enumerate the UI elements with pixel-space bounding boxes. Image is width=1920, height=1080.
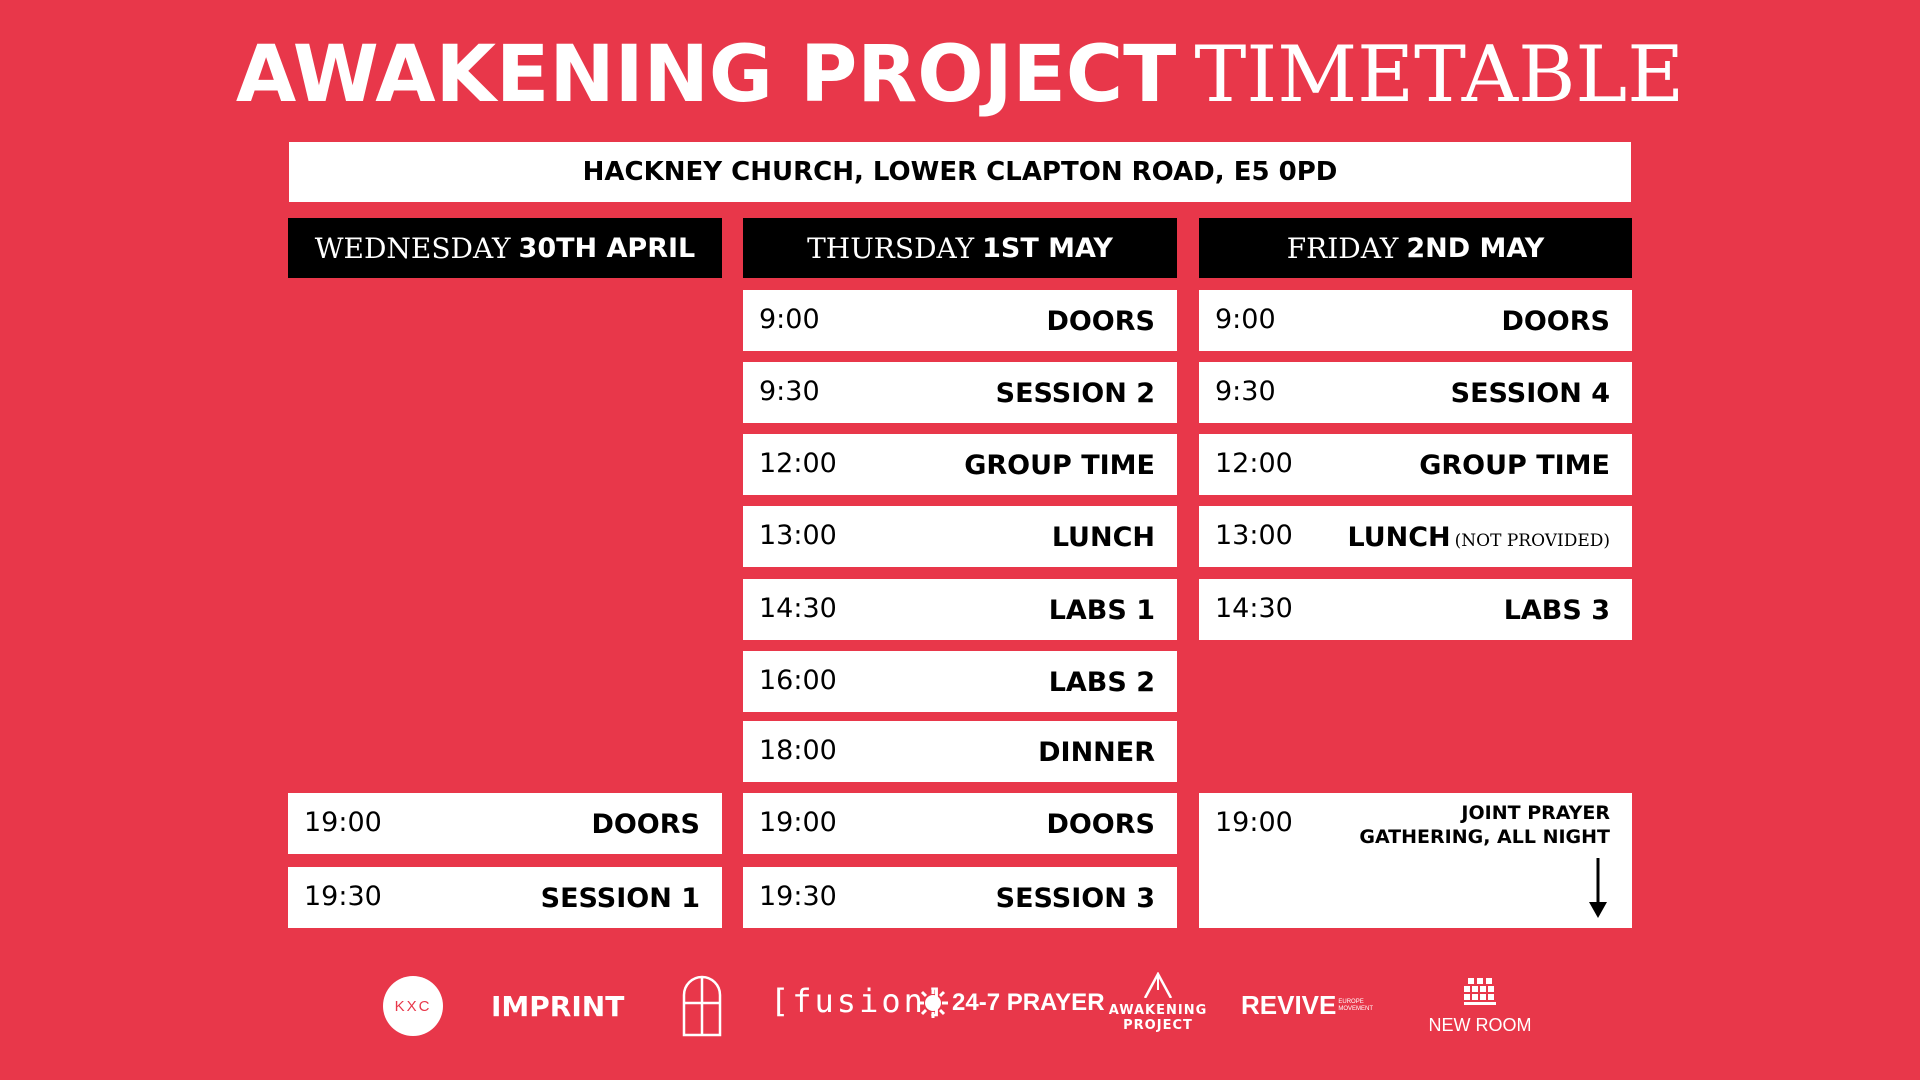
- slot-fri-1900: 19:00 JOINT PRAYER GATHERING, ALL NIGHT: [1199, 793, 1632, 928]
- day-header-thursday: THURSDAY 1ST MAY: [743, 218, 1177, 278]
- slot-time: 18:00: [759, 735, 837, 766]
- slot-time: 12:00: [759, 448, 837, 479]
- venue-banner: HACKNEY CHURCH, LOWER CLAPTON ROAD, E5 0…: [289, 142, 1631, 202]
- revive-logo: REVIVE EUROPE MOVEMENT: [1241, 990, 1373, 1021]
- slot-event: GROUP TIME: [964, 450, 1155, 481]
- slot-event: LABS 3: [1503, 595, 1610, 626]
- day-name: WEDNESDAY: [314, 231, 511, 265]
- slot-time: 14:30: [1215, 593, 1293, 624]
- arrow-down-icon: [1589, 858, 1607, 918]
- slot-fri-0930: 9:30 SESSION 4: [1199, 362, 1632, 423]
- slot-fri-1430: 14:30 LABS 3: [1199, 579, 1632, 640]
- slot-time: 19:00: [759, 807, 837, 838]
- title-bold: AWAKENING PROJECT: [235, 30, 1177, 120]
- slot-time: 13:00: [759, 520, 837, 551]
- slot-time: 16:00: [759, 665, 837, 696]
- slot-time: 19:30: [304, 881, 382, 912]
- slot-thu-1930: 19:30 SESSION 3: [743, 867, 1177, 928]
- day-date: 30TH APRIL: [518, 232, 696, 264]
- slot-thu-1800: 18:00 DINNER: [743, 721, 1177, 782]
- slot-time: 19:30: [759, 881, 837, 912]
- slot-event: JOINT PRAYER GATHERING, ALL NIGHT: [1359, 802, 1610, 848]
- day-date: 2ND MAY: [1406, 232, 1545, 264]
- slot-event: LUNCH (NOT PROVIDED): [1347, 522, 1610, 553]
- revive-logo-sub: EUROPE MOVEMENT: [1338, 999, 1373, 1013]
- slot-event: LUNCH: [1051, 522, 1155, 553]
- slot-event: LABS 1: [1048, 595, 1155, 626]
- slot-event: SESSION 4: [1450, 378, 1610, 409]
- kxc-logo-text: KXC: [394, 997, 432, 1015]
- slot-thu-1200: 12:00 GROUP TIME: [743, 434, 1177, 495]
- slot-thu-1600: 16:00 LABS 2: [743, 651, 1177, 712]
- slot-time: 9:00: [1215, 304, 1276, 335]
- day-header-friday: FRIDAY 2ND MAY: [1199, 218, 1632, 278]
- awakening-logo: AWAKENING PROJECT: [1100, 971, 1216, 1033]
- slot-event: DOORS: [591, 809, 700, 840]
- slot-fri-1200: 12:00 GROUP TIME: [1199, 434, 1632, 495]
- slot-time: 14:30: [759, 593, 837, 624]
- slot-thu-1300: 13:00 LUNCH: [743, 506, 1177, 567]
- day-date: 1ST MAY: [982, 232, 1113, 264]
- slot-wed-1900: 19:00 DOORS: [288, 793, 722, 854]
- slot-thu-0930: 9:30 SESSION 2: [743, 362, 1177, 423]
- sponsor-logos: KXC IMPRINT [fusion] 24-7 PRAYER AWAKENI…: [0, 970, 1920, 1040]
- slot-time: 19:00: [304, 807, 382, 838]
- slot-thu-0900: 9:00 DOORS: [743, 290, 1177, 351]
- prayer-logo: 24-7 PRAYER: [918, 988, 1105, 1018]
- slot-event: GROUP TIME: [1419, 450, 1610, 481]
- day-name: THURSDAY: [807, 231, 975, 265]
- newroom-grid-icon: [1464, 978, 1496, 1005]
- awakening-logo-line1: AWAKENING: [1108, 1003, 1208, 1018]
- slot-event: LABS 2: [1048, 667, 1155, 698]
- slot-time: 9:00: [759, 304, 820, 335]
- slot-time: 9:30: [1215, 376, 1276, 407]
- newroom-logo-text: NEW ROOM: [1428, 1015, 1532, 1035]
- slot-fri-1300: 13:00 LUNCH (NOT PROVIDED): [1199, 506, 1632, 567]
- prayer-burst-icon: [918, 988, 948, 1018]
- slot-thu-1900: 19:00 DOORS: [743, 793, 1177, 854]
- slot-event: SESSION 1: [540, 883, 700, 914]
- slot-time: 19:00: [1215, 807, 1293, 838]
- kxc-logo: KXC: [383, 976, 443, 1036]
- revive-logo-text: REVIVE: [1241, 990, 1337, 1020]
- slot-event: DINNER: [1038, 737, 1155, 768]
- slot-thu-1430: 14:30 LABS 1: [743, 579, 1177, 640]
- slot-event: DOORS: [1046, 306, 1155, 337]
- slot-event: DOORS: [1501, 306, 1610, 337]
- imprint-logo: IMPRINT: [491, 990, 625, 1023]
- arched-window-icon: [682, 975, 722, 1037]
- prayer-logo-text: 24-7 PRAYER: [952, 989, 1105, 1016]
- slot-event: DOORS: [1046, 809, 1155, 840]
- slot-event-label: LUNCH: [1347, 522, 1451, 553]
- slot-event: SESSION 2: [995, 378, 1155, 409]
- awakening-logo-line2: PROJECT: [1123, 1018, 1193, 1033]
- slot-time: 12:00: [1215, 448, 1293, 479]
- slot-wed-1930: 19:30 SESSION 1: [288, 867, 722, 928]
- slot-time: 13:00: [1215, 520, 1293, 551]
- slot-event: SESSION 3: [995, 883, 1155, 914]
- newroom-logo: NEW ROOM: [1420, 978, 1540, 1036]
- day-name: FRIDAY: [1286, 231, 1399, 265]
- revive-sub-line2: MOVEMENT: [1338, 1005, 1374, 1012]
- slot-time: 9:30: [759, 376, 820, 407]
- awakening-a-icon: [1143, 971, 1173, 999]
- revive-sub-line1: EUROPE: [1338, 998, 1364, 1005]
- fusion-logo: [fusion]: [770, 982, 949, 1020]
- slot-event-note: (NOT PROVIDED): [1454, 531, 1610, 551]
- day-header-wednesday: WEDNESDAY 30TH APRIL: [288, 218, 722, 278]
- page-title: AWAKENING PROJECT TIMETABLE: [0, 30, 1920, 120]
- title-serif: TIMETABLE: [1194, 30, 1685, 120]
- slot-fri-0900: 9:00 DOORS: [1199, 290, 1632, 351]
